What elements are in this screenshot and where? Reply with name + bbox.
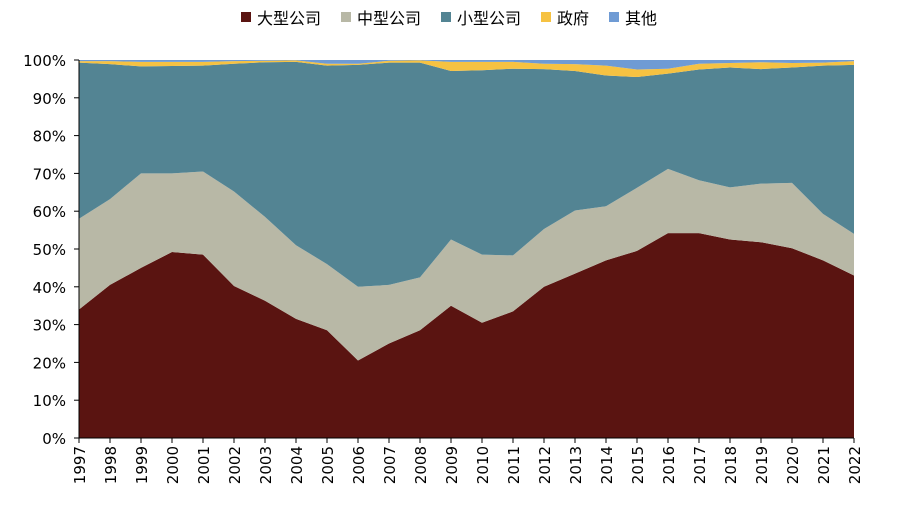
legend-label: 其他: [625, 9, 658, 28]
x-tick-label: 2003: [257, 446, 275, 484]
x-tick-label: 2016: [660, 446, 678, 484]
x-tick-label: 1998: [102, 446, 120, 484]
area-series-3: [79, 61, 854, 287]
y-tick-label: 40%: [33, 279, 66, 297]
x-tick-label: 2020: [784, 446, 802, 484]
x-tick-label: 1997: [71, 446, 89, 484]
x-tick-label: 2011: [505, 446, 523, 484]
y-tick-label: 10%: [33, 392, 66, 410]
x-tick-label: 2000: [164, 446, 182, 484]
x-tick-label: 2014: [598, 446, 616, 484]
x-tick-label: 2019: [753, 446, 771, 484]
y-tick-label: 50%: [33, 241, 66, 259]
y-tick-label: 90%: [33, 90, 66, 108]
legend-swatch: [541, 12, 551, 22]
x-tick-label: 2021: [815, 446, 833, 484]
legend-item-3: 小型公司: [440, 5, 521, 29]
legend-label: 小型公司: [456, 9, 521, 28]
legend-label: 中型公司: [356, 9, 421, 28]
legend-swatch: [440, 12, 451, 22]
legend-item-4: 政府: [541, 5, 589, 29]
x-tick-label: 2008: [412, 446, 430, 484]
y-tick-label: 100%: [23, 52, 66, 70]
legend-item-1: 大型公司: [240, 5, 321, 29]
y-tick-label: 80%: [33, 128, 66, 146]
x-tick-label: 2009: [443, 446, 461, 484]
x-tick-label: 2015: [629, 446, 647, 484]
y-tick-label: 60%: [33, 203, 66, 221]
legend-item-5: 其他: [609, 5, 657, 29]
x-tick-label: 2001: [195, 446, 213, 484]
x-tick-label: 2013: [567, 446, 585, 484]
legend-label: 政府: [557, 9, 590, 28]
x-tick-label: 2007: [381, 446, 399, 484]
x-tick-label: 2018: [722, 446, 740, 484]
legend: 大型公司 中型公司 小型公司 政府 其他: [0, 4, 898, 30]
x-tick-label: 2004: [288, 446, 306, 484]
area-series-4: [79, 60, 854, 78]
area-series-5: [79, 60, 854, 70]
x-tick-label: 2022: [846, 446, 864, 484]
y-tick-label: 30%: [33, 317, 66, 335]
legend-label: 大型公司: [256, 9, 321, 28]
legend-swatch: [340, 12, 351, 22]
x-tick-label: 2002: [226, 446, 244, 484]
y-tick-label: 70%: [33, 165, 66, 183]
y-tick-label: 0%: [42, 430, 66, 448]
y-tick-label: 20%: [33, 354, 66, 372]
legend-swatch: [609, 12, 620, 22]
x-tick-label: 2012: [536, 446, 554, 484]
area-series-1: [79, 233, 854, 438]
x-tick-label: 2010: [474, 446, 492, 484]
x-tick-label: 2017: [691, 446, 709, 484]
area-series-2: [79, 168, 854, 361]
legend-item-2: 中型公司: [340, 5, 421, 29]
x-tick-label: 2005: [319, 446, 337, 484]
x-tick-label: 2006: [350, 446, 368, 484]
x-tick-label: 1999: [133, 446, 151, 484]
legend-swatch: [240, 12, 251, 22]
